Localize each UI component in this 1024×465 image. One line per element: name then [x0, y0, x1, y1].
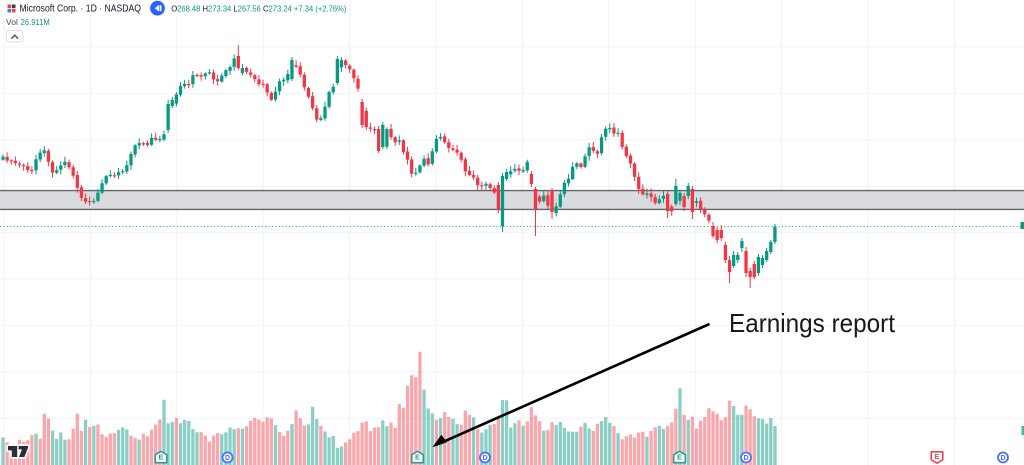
svg-text:Microsoft Corp. · 1D · NASDAQ: Microsoft Corp. · 1D · NASDAQ [20, 4, 142, 15]
svg-text:E: E [415, 453, 420, 462]
svg-text:D: D [225, 455, 230, 462]
svg-text:E: E [677, 453, 682, 462]
svg-text:D: D [482, 455, 487, 462]
svg-text:Vol: Vol [6, 17, 18, 27]
svg-text:L267.56: L267.56 [233, 3, 261, 13]
svg-text:Earnings report: Earnings report [729, 308, 896, 338]
svg-text:C273.24: C273.24 [263, 3, 292, 13]
svg-text:E: E [934, 452, 939, 461]
svg-text:D: D [1000, 455, 1005, 462]
svg-text:26.911M: 26.911M [21, 17, 50, 27]
svg-text:E: E [158, 453, 163, 462]
svg-text:H273.34: H273.34 [203, 3, 232, 13]
svg-text:(+2.76%): (+2.76%) [315, 3, 346, 13]
svg-text:D: D [743, 455, 748, 462]
svg-text:+7.34: +7.34 [294, 3, 313, 13]
svg-text:O268.48: O268.48 [171, 3, 200, 13]
